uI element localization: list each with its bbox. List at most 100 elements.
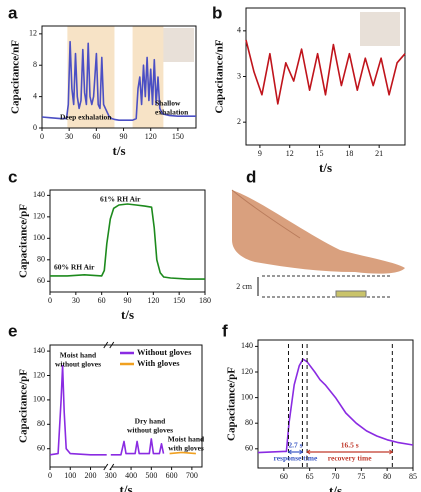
x-axis-label: t/s	[319, 160, 332, 175]
y-tick-label: 12	[29, 29, 37, 38]
panel-label: a	[8, 3, 18, 22]
y-axis-label: Capacitance/nF	[214, 39, 226, 113]
interval-caption: recovery time	[328, 454, 372, 463]
y-axis-label: Capacitance/pF	[226, 367, 238, 441]
x-tick-label: 0	[48, 471, 52, 480]
y-tick-label: 100	[241, 392, 253, 401]
x-tick-label: 180	[199, 296, 211, 305]
plot-frame	[41, 25, 197, 129]
data-line	[49, 364, 165, 456]
y-tick-label: 100	[33, 233, 45, 242]
y-tick-label: 80	[245, 418, 253, 427]
panel-label: d	[246, 167, 256, 186]
x-tick-label: 0	[48, 296, 52, 305]
y-tick-label: 60	[37, 276, 45, 285]
axis-break	[103, 341, 115, 349]
annotation: exhalation	[155, 108, 189, 117]
annotation: Deep exhalation	[60, 113, 112, 122]
x-tick-label: 150	[173, 296, 185, 305]
x-tick-label: 15	[316, 149, 324, 158]
y-tick-label: 120	[241, 367, 253, 376]
x-tick-label: 18	[345, 149, 353, 158]
plot-frame	[49, 189, 206, 293]
x-tick-label: 85	[409, 472, 417, 481]
arrow-head	[287, 449, 304, 455]
x-tick-label: 300	[105, 471, 117, 480]
y-axis-label: Capacitance/nF	[10, 40, 22, 114]
sensor	[335, 290, 367, 298]
x-tick-label: 80	[383, 472, 391, 481]
y-tick-label: 140	[33, 346, 45, 355]
annotation: 61% RH Air	[100, 195, 141, 204]
interval-label: 16.5 s	[341, 441, 359, 450]
x-tick-label: 150	[172, 132, 184, 141]
annotation: Moist hand	[60, 351, 97, 360]
annotation: Moist hand	[168, 435, 205, 444]
annotation: with gloves	[168, 444, 204, 453]
plot-frame	[49, 344, 203, 468]
axis-break	[103, 463, 115, 471]
x-axis-label: t/s	[120, 482, 133, 492]
y-tick-label: 4	[237, 26, 241, 35]
hand-photo: 2 cm d	[231, 167, 405, 298]
x-tick-label: 0	[40, 132, 44, 141]
y-tick-label: 80	[37, 255, 45, 264]
x-tick-label: 30	[65, 132, 73, 141]
data-line	[245, 39, 406, 105]
x-tick-label: 60	[98, 296, 106, 305]
x-tick-label: 100	[64, 471, 76, 480]
legend-label: With gloves	[137, 358, 180, 368]
inset-photo	[360, 12, 400, 46]
annotation: 60% RH Air	[54, 263, 95, 272]
y-tick-label: 60	[37, 444, 45, 453]
y-tick-label: 4	[33, 91, 37, 100]
x-tick-label: 21	[375, 149, 383, 158]
x-tick-label: 70	[332, 472, 340, 481]
annotation: Shallow	[155, 99, 181, 108]
y-tick-label: 8	[33, 60, 37, 69]
data-line	[257, 358, 414, 454]
data-line	[169, 451, 196, 455]
x-axis-label: t/s	[121, 307, 134, 322]
x-tick-label: 75	[357, 472, 365, 481]
arrow-head	[306, 449, 394, 455]
interval-label: 2.7 s	[288, 441, 302, 450]
y-tick-label: 100	[33, 395, 45, 404]
annotation: without gloves	[127, 426, 173, 435]
x-tick-label: 65	[306, 472, 314, 481]
y-tick-label: 120	[33, 212, 45, 221]
x-tick-label: 200	[85, 471, 97, 480]
panel-label: f	[222, 321, 228, 340]
x-axis-label: t/s	[113, 143, 126, 158]
distance-label: 2 cm	[236, 282, 253, 291]
x-tick-label: 700	[186, 471, 198, 480]
x-tick-label: 90	[124, 296, 132, 305]
x-tick-label: 500	[145, 471, 157, 480]
annotation: Dry hand	[135, 417, 166, 426]
panel-label: e	[8, 321, 17, 340]
x-tick-label: 9	[258, 149, 262, 158]
legend-label: Without gloves	[137, 347, 192, 357]
y-tick-label: 60	[245, 444, 253, 453]
y-tick-label: 2	[237, 117, 241, 126]
x-tick-label: 600	[166, 471, 178, 480]
y-tick-label: 0	[33, 123, 37, 132]
hand	[232, 190, 405, 274]
panel-label: c	[8, 167, 17, 186]
panel-label: b	[212, 3, 222, 22]
x-tick-label: 400	[125, 471, 137, 480]
y-axis-label: Capacitance/pF	[18, 369, 30, 443]
hand-edge	[231, 189, 301, 239]
x-tick-label: 12	[286, 149, 294, 158]
x-tick-label: 60	[280, 472, 288, 481]
y-tick-label: 80	[37, 419, 45, 428]
x-tick-label: 30	[72, 296, 80, 305]
interval-caption: response time	[274, 454, 318, 463]
axis-break-gap	[105, 465, 112, 469]
y-tick-label: 120	[33, 370, 45, 379]
plot-frame	[257, 339, 414, 469]
x-tick-label: 120	[147, 296, 159, 305]
y-tick-label: 140	[241, 341, 253, 350]
y-tick-label: 3	[237, 71, 241, 80]
